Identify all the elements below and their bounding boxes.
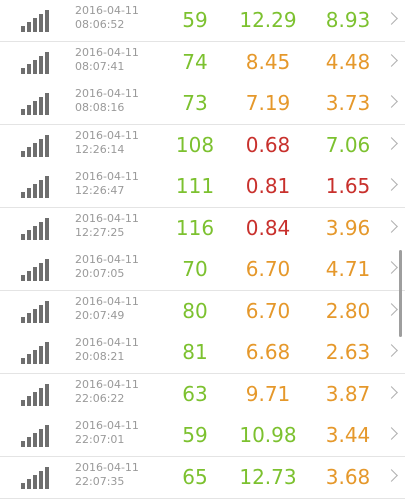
test-date: 2016-04-11 [75, 419, 139, 432]
signal-bars-icon [21, 259, 53, 281]
ping-value: 80 [182, 299, 208, 323]
upload-value: 4.71 [325, 257, 371, 281]
signal-bars-icon [21, 425, 53, 447]
scrollbar[interactable] [399, 250, 402, 337]
upload-value: 1.65 [325, 174, 371, 198]
test-date: 2016-04-11 [75, 87, 139, 100]
chevron-right-icon[interactable] [385, 137, 398, 150]
ping-value: 73 [182, 91, 208, 115]
list-item[interactable]: 2016-04-11 20:07:49 80 6.70 2.80 [0, 291, 405, 333]
download-value: 6.70 [245, 257, 291, 281]
signal-bars-icon [21, 384, 53, 406]
chevron-right-icon[interactable] [385, 261, 398, 274]
download-value: 7.19 [245, 91, 291, 115]
download-value: 9.71 [245, 382, 291, 406]
list-item[interactable]: 2016-04-11 20:07:05 70 6.70 4.71 [0, 249, 405, 291]
upload-value: 4.48 [325, 50, 371, 74]
test-date: 2016-04-11 [75, 253, 139, 266]
test-date: 2016-04-11 [75, 170, 139, 183]
chevron-right-icon[interactable] [385, 178, 398, 191]
test-time: 12:26:14 [75, 143, 125, 156]
upload-value: 8.93 [325, 8, 371, 32]
ping-value: 111 [175, 174, 215, 198]
upload-value: 3.87 [325, 382, 371, 406]
download-value: 8.45 [245, 50, 291, 74]
test-time: 22:07:01 [75, 433, 125, 446]
signal-bars-icon [21, 467, 53, 489]
signal-bars-icon [21, 301, 53, 323]
test-time: 12:27:25 [75, 226, 125, 239]
upload-value: 2.80 [325, 299, 371, 323]
ping-value: 108 [175, 133, 215, 157]
ping-value: 59 [182, 8, 208, 32]
test-time: 08:08:16 [75, 101, 125, 114]
test-time: 20:07:05 [75, 267, 125, 280]
ping-value: 81 [182, 340, 208, 364]
upload-value: 3.96 [325, 216, 371, 240]
test-time: 08:07:41 [75, 60, 125, 73]
chevron-right-icon[interactable] [385, 95, 398, 108]
list-item[interactable]: 2016-04-11 20:08:21 81 6.68 2.63 [0, 332, 405, 374]
list-item[interactable]: 2016-04-11 22:07:01 59 10.98 3.44 [0, 415, 405, 457]
list-item[interactable]: 2016-04-11 12:26:47 111 0.81 1.65 [0, 166, 405, 208]
list-item[interactable]: 2016-04-11 22:06:22 63 9.71 3.87 [0, 374, 405, 416]
upload-value: 7.06 [325, 133, 371, 157]
chevron-right-icon[interactable] [385, 427, 398, 440]
test-time: 08:06:52 [75, 18, 125, 31]
download-value: 12.73 [239, 465, 297, 489]
test-date: 2016-04-11 [75, 212, 139, 225]
test-time: 22:07:35 [75, 475, 125, 488]
download-value: 6.70 [245, 299, 291, 323]
signal-bars-icon [21, 176, 53, 198]
ping-value: 59 [182, 423, 208, 447]
upload-value: 2.63 [325, 340, 371, 364]
download-value: 0.68 [245, 133, 291, 157]
test-date: 2016-04-11 [75, 378, 139, 391]
chevron-right-icon[interactable] [385, 469, 398, 482]
download-value: 10.98 [239, 423, 297, 447]
test-time: 12:26:47 [75, 184, 125, 197]
signal-bars-icon [21, 93, 53, 115]
test-date: 2016-04-11 [75, 46, 139, 59]
download-value: 12.29 [239, 8, 297, 32]
upload-value: 3.68 [325, 465, 371, 489]
chevron-right-icon[interactable] [385, 54, 398, 67]
signal-bars-icon [21, 52, 53, 74]
download-value: 6.68 [245, 340, 291, 364]
ping-value: 63 [182, 382, 208, 406]
list-item[interactable]: 2016-04-11 22:07:35 65 12.73 3.68 [0, 457, 405, 499]
test-date: 2016-04-11 [75, 129, 139, 142]
upload-value: 3.73 [325, 91, 371, 115]
test-time: 22:06:22 [75, 392, 125, 405]
download-value: 0.81 [245, 174, 291, 198]
signal-bars-icon [21, 10, 53, 32]
chevron-right-icon[interactable] [385, 303, 398, 316]
download-value: 0.84 [245, 216, 291, 240]
signal-bars-icon [21, 135, 53, 157]
ping-value: 116 [175, 216, 215, 240]
test-date: 2016-04-11 [75, 4, 139, 17]
signal-bars-icon [21, 218, 53, 240]
test-time: 20:08:21 [75, 350, 125, 363]
ping-value: 65 [182, 465, 208, 489]
signal-bars-icon [21, 342, 53, 364]
list-item[interactable]: 2016-04-11 12:26:14 108 0.68 7.06 [0, 125, 405, 167]
list-item[interactable]: 2016-04-11 12:27:25 116 0.84 3.96 [0, 208, 405, 250]
test-date: 2016-04-11 [75, 295, 139, 308]
chevron-right-icon[interactable] [385, 386, 398, 399]
chevron-right-icon[interactable] [385, 344, 398, 357]
chevron-right-icon[interactable] [385, 12, 398, 25]
chevron-right-icon[interactable] [385, 220, 398, 233]
test-date: 2016-04-11 [75, 336, 139, 349]
ping-value: 70 [182, 257, 208, 281]
upload-value: 3.44 [325, 423, 371, 447]
test-time: 20:07:49 [75, 309, 125, 322]
list-item[interactable]: 2016-04-11 08:06:52 59 12.29 8.93 [0, 0, 405, 42]
ping-value: 74 [182, 50, 208, 74]
list-item[interactable]: 2016-04-11 08:08:16 73 7.19 3.73 [0, 83, 405, 125]
list-item[interactable]: 2016-04-11 08:07:41 74 8.45 4.48 [0, 42, 405, 84]
test-date: 2016-04-11 [75, 461, 139, 474]
